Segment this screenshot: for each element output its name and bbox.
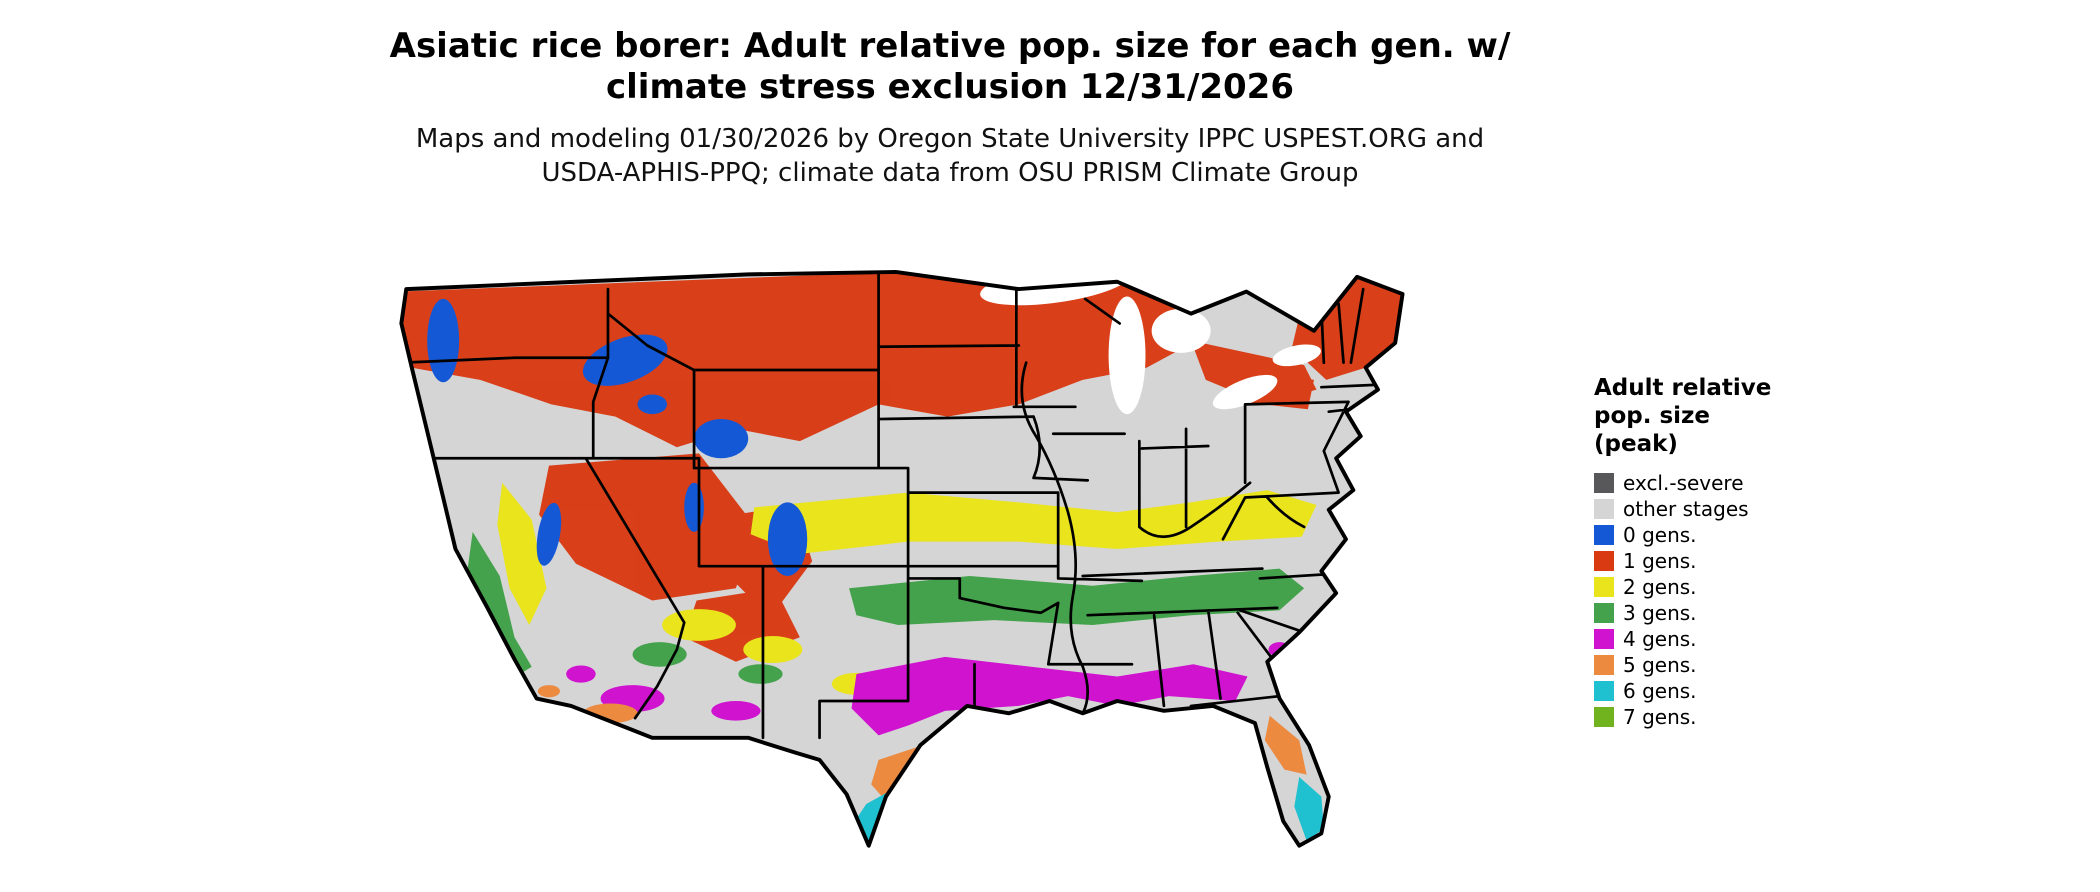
legend-label-7-gens: 7 gens. bbox=[1623, 705, 1697, 729]
state-borders bbox=[402, 271, 1380, 740]
map-title-line1: Asiatic rice borer: Adult relative pop. … bbox=[389, 26, 1511, 66]
legend-swatch-excl-severe bbox=[1594, 473, 1614, 493]
legend-row-3-gens: 3 gens. bbox=[1594, 600, 1874, 626]
map-title: Asiatic rice borer: Adult relative pop. … bbox=[200, 26, 1700, 108]
legend-row-excl-severe: excl.-severe bbox=[1594, 470, 1874, 496]
lake-michigan bbox=[1108, 296, 1146, 415]
legend-swatch-4-gens bbox=[1594, 629, 1614, 649]
legend-title: Adult relative pop. size (peak) bbox=[1594, 374, 1874, 458]
legend-row-other-stages: other stages bbox=[1594, 496, 1874, 522]
legend-swatch-7-gens bbox=[1594, 707, 1614, 727]
lake-ontario bbox=[1272, 344, 1321, 367]
legend-swatch-3-gens bbox=[1594, 603, 1614, 623]
legend-label-6-gens: 6 gens. bbox=[1623, 679, 1697, 703]
legend-title-line3: (peak) bbox=[1594, 431, 1678, 457]
legend-title-line2: pop. size bbox=[1594, 403, 1711, 429]
legend-row-7-gens: 7 gens. bbox=[1594, 704, 1874, 730]
legend-label-5-gens: 5 gens. bbox=[1623, 653, 1697, 677]
legend-label-excl-severe: excl.-severe bbox=[1623, 471, 1744, 495]
map-title-line2: climate stress exclusion 12/31/2026 bbox=[605, 67, 1294, 107]
map-subtitle: Maps and modeling 01/30/2026 by Oregon S… bbox=[200, 122, 1700, 190]
legend-swatch-5-gens bbox=[1594, 655, 1614, 675]
legend-label-1-gens: 1 gens. bbox=[1623, 549, 1697, 573]
legend-row-5-gens: 5 gens. bbox=[1594, 652, 1874, 678]
legend-swatch-6-gens bbox=[1594, 681, 1614, 701]
legend-label-3-gens: 3 gens. bbox=[1623, 601, 1697, 625]
legend-label-4-gens: 4 gens. bbox=[1623, 627, 1697, 651]
us-generation-map bbox=[330, 218, 1560, 880]
legend-swatch-2-gens bbox=[1594, 577, 1614, 597]
legend-row-1-gens: 1 gens. bbox=[1594, 548, 1874, 574]
legend-items: excl.-severe other stages 0 gens. 1 gens… bbox=[1594, 470, 1874, 730]
legend-swatch-0-gens bbox=[1594, 525, 1614, 545]
legend-row-2-gens: 2 gens. bbox=[1594, 574, 1874, 600]
lake-erie bbox=[1212, 374, 1278, 410]
gen6-regions bbox=[856, 777, 1324, 844]
legend-row-0-gens: 0 gens. bbox=[1594, 522, 1874, 548]
legend-title-line1: Adult relative bbox=[1594, 375, 1772, 401]
legend-swatch-other-stages bbox=[1594, 499, 1614, 519]
legend-swatch-1-gens bbox=[1594, 551, 1614, 571]
legend: Adult relative pop. size (peak) excl.-se… bbox=[1594, 374, 1874, 730]
map-subtitle-line1: Maps and modeling 01/30/2026 by Oregon S… bbox=[415, 124, 1485, 154]
legend-row-4-gens: 4 gens. bbox=[1594, 626, 1874, 652]
legend-label-other-stages: other stages bbox=[1623, 497, 1749, 521]
map-subtitle-line2: USDA-APHIS-PPQ; climate data from OSU PR… bbox=[541, 158, 1359, 188]
legend-label-0-gens: 0 gens. bbox=[1623, 523, 1697, 547]
legend-row-6-gens: 6 gens. bbox=[1594, 678, 1874, 704]
us-map-svg bbox=[399, 269, 1405, 848]
lake-huron bbox=[1151, 308, 1211, 353]
legend-label-2-gens: 2 gens. bbox=[1623, 575, 1697, 599]
